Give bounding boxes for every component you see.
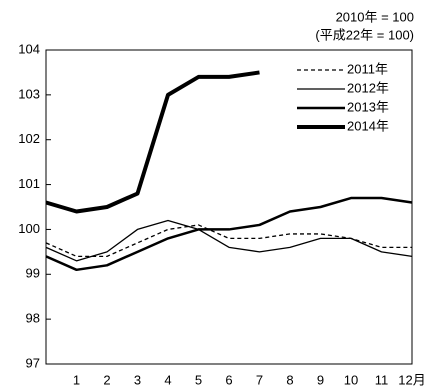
plot-frame bbox=[45, 49, 413, 365]
x-tick-label: 2 bbox=[103, 372, 110, 387]
y-tick-label: 98 bbox=[26, 311, 40, 326]
x-tick-label: 10 bbox=[344, 372, 358, 387]
x-tick-label: 6 bbox=[225, 372, 232, 387]
y-tick-label: 102 bbox=[18, 131, 40, 146]
y-tick-label: 101 bbox=[18, 176, 40, 191]
legend-label: 2011年 bbox=[347, 61, 388, 76]
legend-label: 2012年 bbox=[347, 80, 389, 95]
y-tick-label: 104 bbox=[18, 41, 40, 56]
x-tick-label: 9 bbox=[317, 372, 324, 387]
legend-label: 2014年 bbox=[347, 118, 389, 133]
note: (平成22年 = 100) bbox=[315, 27, 414, 42]
y-tick-label: 100 bbox=[18, 221, 40, 236]
x-tick-label: 3 bbox=[134, 372, 141, 387]
y-tick-label: 99 bbox=[26, 266, 40, 281]
x-tick-label: 1 bbox=[73, 372, 80, 387]
note: 2010年 = 100 bbox=[336, 9, 414, 24]
y-tick-label: 97 bbox=[26, 355, 40, 370]
x-tick-label: 12月 bbox=[398, 372, 424, 387]
x-tick-label: 11 bbox=[375, 372, 389, 387]
x-tick-label: 7 bbox=[256, 372, 263, 387]
legend-label: 2013年 bbox=[347, 99, 389, 114]
y-tick-label: 103 bbox=[18, 86, 40, 101]
series-line bbox=[45, 70, 260, 214]
x-tick-label: 8 bbox=[286, 372, 293, 387]
x-tick-label: 5 bbox=[195, 372, 202, 387]
series-line bbox=[45, 219, 413, 262]
series-line bbox=[45, 196, 413, 272]
x-tick-label: 4 bbox=[164, 372, 171, 387]
